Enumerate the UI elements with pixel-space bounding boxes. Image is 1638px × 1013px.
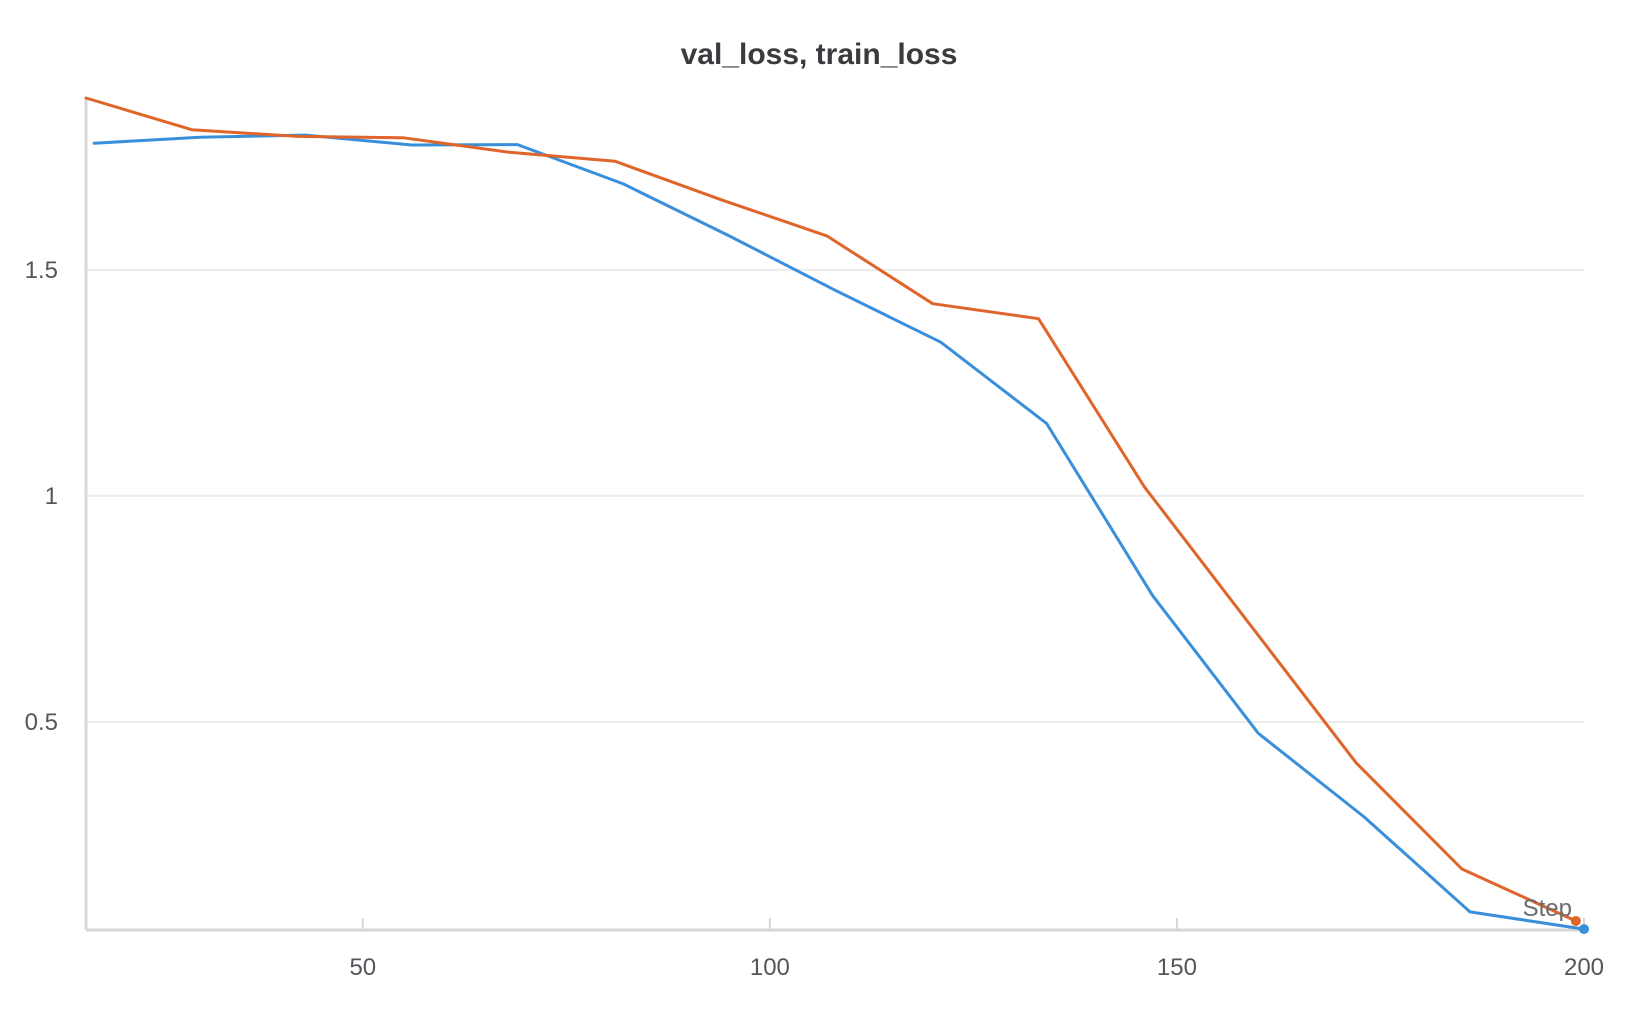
x-tick-label: 100 xyxy=(750,954,790,981)
series-line-0 xyxy=(92,133,1586,931)
series-end-marker-1 xyxy=(1570,915,1581,926)
axes: 0.5 1 1.5 50 100 150 200 xyxy=(25,98,1604,981)
series-line-1 xyxy=(84,96,1578,923)
x-tick-label: 150 xyxy=(1157,954,1197,981)
chart-title: val_loss, train_loss xyxy=(681,38,958,71)
series-layer xyxy=(84,96,1586,931)
x-tick-label: 50 xyxy=(349,954,376,981)
y-tick-label: 1 xyxy=(45,483,58,510)
series-end-marker-0 xyxy=(1579,924,1589,935)
y-tick-label: 0.5 xyxy=(25,709,58,736)
end-markers xyxy=(1570,915,1589,935)
x-tick-label: 200 xyxy=(1564,954,1604,981)
x-axis-label: Step xyxy=(1523,895,1572,922)
y-tick-label: 1.5 xyxy=(25,257,58,284)
grid-lines xyxy=(86,268,1584,723)
